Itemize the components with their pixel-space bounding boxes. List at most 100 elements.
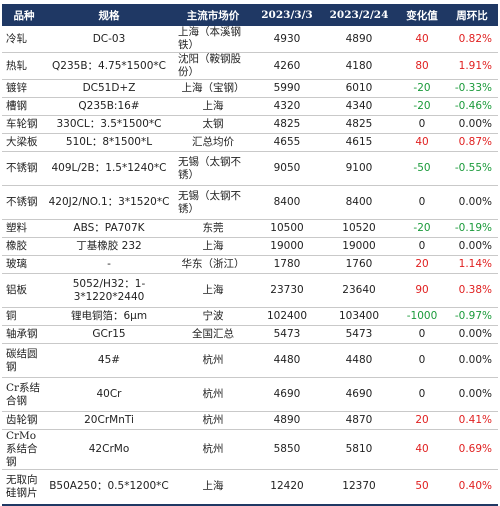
- price-current-cell: 19000: [254, 237, 320, 256]
- price-previous-cell: 4615: [320, 133, 398, 152]
- market-cell: 杭州: [172, 377, 254, 412]
- wow-pct-cell: 0.00%: [446, 237, 498, 256]
- price-current-cell: 12420: [254, 469, 320, 506]
- table-row: 橡胶 丁基橡胶 232 上海 19000 19000 0 0.00%: [2, 237, 498, 256]
- market-cell: 上海: [172, 273, 254, 308]
- change-cell: -20: [398, 97, 446, 116]
- spec-cell: 420J2/NO.1：3*1520*C: [46, 185, 172, 220]
- price-current-cell: 4320: [254, 97, 320, 116]
- price-previous-cell: 4870: [320, 411, 398, 430]
- product-cell: 不锈钢: [2, 151, 46, 186]
- price-current-cell: 4655: [254, 133, 320, 152]
- price-previous-cell: 12370: [320, 469, 398, 506]
- product-cell: CrMo系结合钢: [2, 429, 46, 470]
- market-cell: 无锡（太钢不锈）: [172, 151, 254, 186]
- price-current-cell: 4480: [254, 343, 320, 378]
- market-cell: 太钢: [172, 115, 254, 134]
- product-cell: 冷轧: [2, 26, 46, 53]
- wow-pct-cell: 1.91%: [446, 52, 498, 80]
- market-cell: 杭州: [172, 429, 254, 470]
- spec-cell: -: [46, 255, 172, 274]
- market-cell: 杭州: [172, 411, 254, 430]
- table-row: 车轮钢 330CL：3.5*1500*C 太钢 4825 4825 0 0.00%: [2, 115, 498, 134]
- product-cell: 碳结圆钢: [2, 343, 46, 378]
- spec-cell: GCr15: [46, 325, 172, 344]
- product-cell: 塑料: [2, 219, 46, 238]
- table-row: 热轧 Q235B：4.75*1500*C 沈阳（鞍钢股份） 4260 4180 80 1.9…: [2, 52, 498, 80]
- product-cell: 镀锌: [2, 79, 46, 98]
- table-row: 无取向硅钢片 B50A250：0.5*1200*C 上海 12420 12370 50 0.…: [2, 469, 498, 506]
- price-current-cell: 1780: [254, 255, 320, 274]
- price-previous-cell: 10520: [320, 219, 398, 238]
- spec-cell: B50A250：0.5*1200*C: [46, 469, 172, 506]
- product-cell: 轴承钢: [2, 325, 46, 344]
- header-spec: 规格: [46, 4, 172, 26]
- change-cell: 0: [398, 237, 446, 256]
- change-cell: -20: [398, 219, 446, 238]
- product-cell: 无取向硅钢片: [2, 469, 46, 506]
- table-row: 齿轮钢 20CrMnTi 杭州 4890 4870 20 0.41%: [2, 411, 498, 430]
- price-previous-cell: 5810: [320, 429, 398, 470]
- wow-pct-cell: -0.55%: [446, 151, 498, 186]
- product-cell: 大梁板: [2, 133, 46, 152]
- market-cell: 杭州: [172, 343, 254, 378]
- spec-cell: 5052/H32：1-3*1220*2440: [46, 273, 172, 308]
- spec-cell: 409L/2B：1.5*1240*C: [46, 151, 172, 186]
- market-cell: 沈阳（鞍钢股份）: [172, 52, 254, 80]
- market-cell: 上海（宝钢）: [172, 79, 254, 98]
- spec-cell: 330CL：3.5*1500*C: [46, 115, 172, 134]
- change-cell: 80: [398, 52, 446, 80]
- product-cell: 槽钢: [2, 97, 46, 116]
- change-cell: 0: [398, 185, 446, 220]
- change-cell: 0: [398, 377, 446, 412]
- price-current-cell: 10500: [254, 219, 320, 238]
- spec-cell: DC-03: [46, 26, 172, 53]
- table-body: 冷轧 DC-03 上海（本溪钢铁） 4930 4890 40 0.82% 热轧 Q235B：4.…: [2, 26, 498, 506]
- market-cell: 上海: [172, 97, 254, 116]
- price-previous-cell: 4890: [320, 26, 398, 53]
- price-previous-cell: 19000: [320, 237, 398, 256]
- price-previous-cell: 23640: [320, 273, 398, 308]
- table-row: 碳结圆钢 45# 杭州 4480 4480 0 0.00%: [2, 343, 498, 378]
- market-cell: 无锡（太钢不锈）: [172, 185, 254, 220]
- product-cell: 车轮钢: [2, 115, 46, 134]
- price-previous-cell: 4825: [320, 115, 398, 134]
- price-table-container: 品种 规格 主流市场价 2023/3/3 2023/2/24 变化值 周环比 冷…: [2, 4, 498, 506]
- product-cell: 铜: [2, 307, 46, 326]
- spec-cell: Q235B:16#: [46, 97, 172, 116]
- wow-pct-cell: 0.00%: [446, 115, 498, 134]
- table-row: 轴承钢 GCr15 全国汇总 5473 5473 0 0.00%: [2, 325, 498, 344]
- table-row: 镀锌 DC51D+Z 上海（宝钢） 5990 6010 -20 -0.33%: [2, 79, 498, 98]
- table-row: Cr系结合钢 40Cr 杭州 4690 4690 0 0.00%: [2, 377, 498, 412]
- product-cell: Cr系结合钢: [2, 377, 46, 412]
- table-row: 槽钢 Q235B:16# 上海 4320 4340 -20 -0.46%: [2, 97, 498, 116]
- spec-cell: DC51D+Z: [46, 79, 172, 98]
- table-row: 不锈钢 409L/2B：1.5*1240*C 无锡（太钢不锈） 9050 9100 -50…: [2, 151, 498, 186]
- spec-cell: 丁基橡胶 232: [46, 237, 172, 256]
- product-cell: 铝板: [2, 273, 46, 308]
- wow-pct-cell: 0.00%: [446, 343, 498, 378]
- header-product: 品种: [2, 4, 46, 26]
- header-wow: 周环比: [446, 4, 498, 26]
- change-cell: -20: [398, 79, 446, 98]
- table-row: 不锈钢 420J2/NO.1：3*1520*C 无锡（太钢不锈） 8400 8400 0 0…: [2, 185, 498, 220]
- price-table: 品种 规格 主流市场价 2023/3/3 2023/2/24 变化值 周环比 冷…: [2, 4, 498, 506]
- market-cell: 上海（本溪钢铁）: [172, 26, 254, 53]
- change-cell: -1000: [398, 307, 446, 326]
- wow-pct-cell: 1.14%: [446, 255, 498, 274]
- table-row: 塑料 ABS：PA707K 东莞 10500 10520 -20 -0.19%: [2, 219, 498, 238]
- price-current-cell: 4930: [254, 26, 320, 53]
- change-cell: 40: [398, 429, 446, 470]
- change-cell: 40: [398, 133, 446, 152]
- wow-pct-cell: 0.69%: [446, 429, 498, 470]
- spec-cell: ABS：PA707K: [46, 219, 172, 238]
- change-cell: 90: [398, 273, 446, 308]
- change-cell: 40: [398, 26, 446, 53]
- change-cell: 50: [398, 469, 446, 506]
- change-cell: 20: [398, 411, 446, 430]
- spec-cell: 510L：8*1500*L: [46, 133, 172, 152]
- table-row: CrMo系结合钢 42CrMo 杭州 5850 5810 40 0.69%: [2, 429, 498, 470]
- price-previous-cell: 4480: [320, 343, 398, 378]
- table-row: 大梁板 510L：8*1500*L 汇总均价 4655 4615 40 0.87%: [2, 133, 498, 152]
- wow-pct-cell: -0.46%: [446, 97, 498, 116]
